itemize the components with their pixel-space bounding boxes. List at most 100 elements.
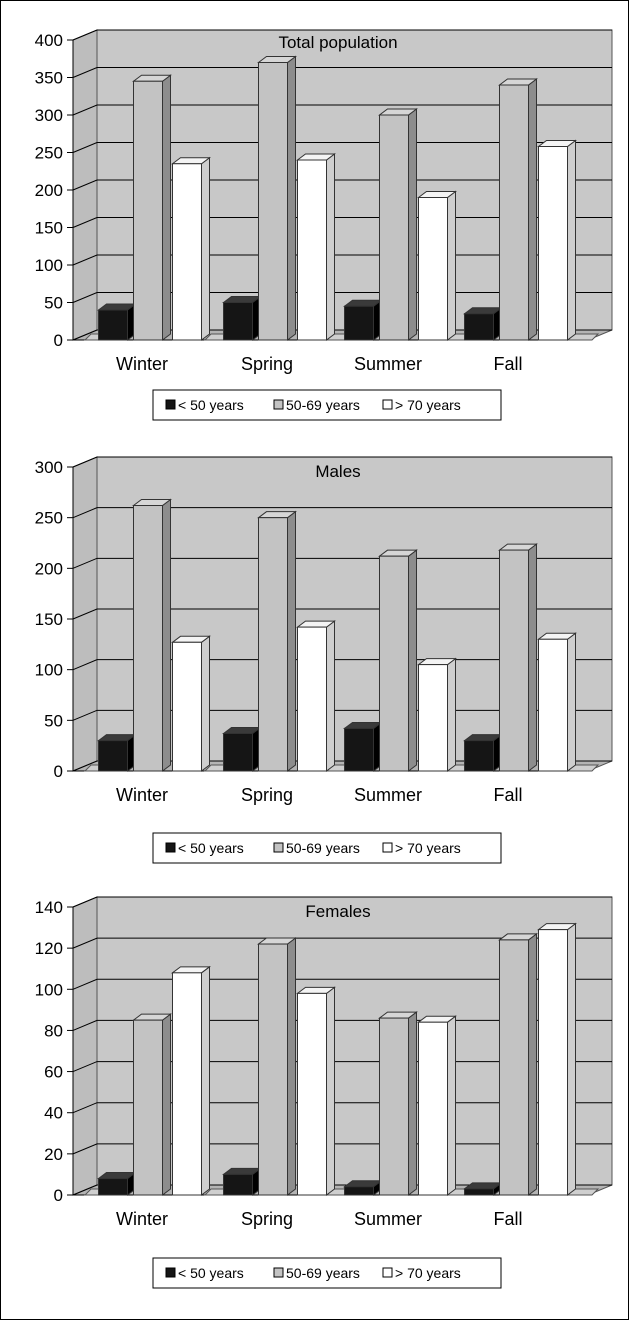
bar-summer-1 (344, 305, 374, 341)
x-tick-label: Winter (116, 1209, 168, 1229)
bar-fall-3 (538, 929, 568, 1196)
x-tick-label: Spring (241, 354, 293, 374)
legend-label: > 70 years (395, 1265, 461, 1281)
bar-spring-1 (223, 302, 253, 341)
x-tick-label: Spring (241, 1209, 293, 1229)
bar-fall-1 (464, 740, 494, 772)
y-tick-label: 300 (35, 458, 63, 477)
bar-side (201, 965, 210, 1196)
x-tick-label: Fall (493, 354, 522, 374)
x-tick-label: Winter (116, 354, 168, 374)
y-tick-label: 0 (54, 331, 63, 350)
legend-swatch (165, 1267, 176, 1278)
legend-label: 50-69 years (286, 1265, 360, 1281)
chart-title: Males (315, 462, 360, 481)
legend-swatch (382, 399, 393, 410)
bar-side (528, 543, 537, 772)
bar-winter-3 (172, 163, 202, 341)
legend-label: 50-69 years (286, 840, 360, 856)
gridline (72, 557, 612, 569)
gridline (72, 896, 612, 908)
x-tick-label: Summer (354, 1209, 422, 1229)
bar-side (408, 1011, 417, 1196)
chart-panel-1: 0 50 100 150 200 250 300 350 400 Winter Spring Summ… (35, 29, 613, 421)
x-tick-label: Winter (116, 785, 168, 805)
bar-summer-3 (418, 197, 448, 341)
bar-side (528, 932, 537, 1196)
bar-side (201, 156, 210, 341)
gridline (72, 978, 612, 990)
gridline (72, 179, 612, 191)
x-tick-label: Spring (241, 785, 293, 805)
bar-winter-3 (172, 972, 202, 1196)
y-tick-label: 0 (54, 762, 63, 781)
bar-side (287, 937, 296, 1196)
bar-side (287, 510, 296, 772)
chart-title: Total population (278, 33, 397, 52)
bar-side (567, 139, 576, 341)
bar-side (326, 986, 335, 1196)
gridline (72, 142, 612, 153)
y-tick-label: 50 (44, 711, 63, 730)
bar-winter-2 (133, 505, 163, 772)
legend-label: < 50 years (178, 397, 244, 413)
bar-winter-2 (133, 1019, 163, 1196)
bar-summer-2 (379, 1017, 409, 1196)
x-tick-label: Fall (493, 1209, 522, 1229)
gridline (72, 507, 612, 519)
bar-winter-1 (98, 740, 128, 772)
legend-swatch (165, 399, 176, 410)
y-tick-label: 100 (35, 661, 63, 680)
bar-spring-3 (297, 159, 327, 341)
bar-side (567, 632, 576, 772)
bar-fall-1 (464, 1188, 494, 1196)
y-tick-label: 140 (35, 898, 63, 917)
y-tick-label: 50 (44, 294, 63, 313)
legend: < 50 years 50-69 years > 70 years (152, 832, 502, 864)
chart-panel-3: 0 20 40 60 80 100 120 140 Winter Spring Summer Fall… (35, 896, 613, 1289)
bar-side (567, 922, 576, 1196)
bar-side (408, 108, 417, 341)
bar-spring-1 (223, 733, 253, 772)
legend: < 50 years 50-69 years > 70 years (152, 1257, 502, 1289)
y-tick-label: 250 (35, 509, 63, 528)
x-tick-label: Summer (354, 785, 422, 805)
y-tick-label: 80 (44, 1021, 63, 1040)
legend-box (152, 389, 502, 421)
y-tick-label: 60 (44, 1063, 63, 1082)
bar-summer-3 (418, 1021, 448, 1196)
bar-spring-2 (258, 62, 288, 341)
y-tick-label: 300 (35, 106, 63, 125)
bar-spring-3 (297, 992, 327, 1196)
legend-box (152, 832, 502, 864)
y-tick-label: 120 (35, 939, 63, 958)
gridline (72, 104, 612, 116)
y-tick-label: 400 (35, 31, 63, 50)
plot-side-wall (72, 896, 98, 1196)
y-tick-label: 0 (54, 1186, 63, 1205)
bar-spring-2 (258, 517, 288, 772)
bar-side (408, 549, 417, 772)
bar-spring-1 (223, 1173, 253, 1196)
gridline (72, 67, 612, 78)
y-tick-label: 200 (35, 181, 63, 200)
y-tick-label: 40 (44, 1104, 63, 1123)
bar-side (201, 635, 210, 772)
y-tick-label: 250 (35, 144, 63, 163)
x-tick-label: Fall (493, 785, 522, 805)
legend-swatch (165, 842, 176, 853)
y-tick-label: 100 (35, 256, 63, 275)
legend-swatch (382, 1267, 393, 1278)
legend-label: > 70 years (395, 397, 461, 413)
y-tick-label: 350 (35, 69, 63, 88)
bar-summer-2 (379, 555, 409, 772)
legend-swatch (273, 842, 284, 853)
legend-label: < 50 years (178, 840, 244, 856)
bar-side (326, 620, 335, 772)
bar-fall-3 (538, 638, 568, 772)
bar-winter-2 (133, 80, 163, 341)
y-tick-label: 200 (35, 559, 63, 578)
legend-label: > 70 years (395, 840, 461, 856)
gridline (72, 29, 612, 41)
bar-side (326, 153, 335, 341)
